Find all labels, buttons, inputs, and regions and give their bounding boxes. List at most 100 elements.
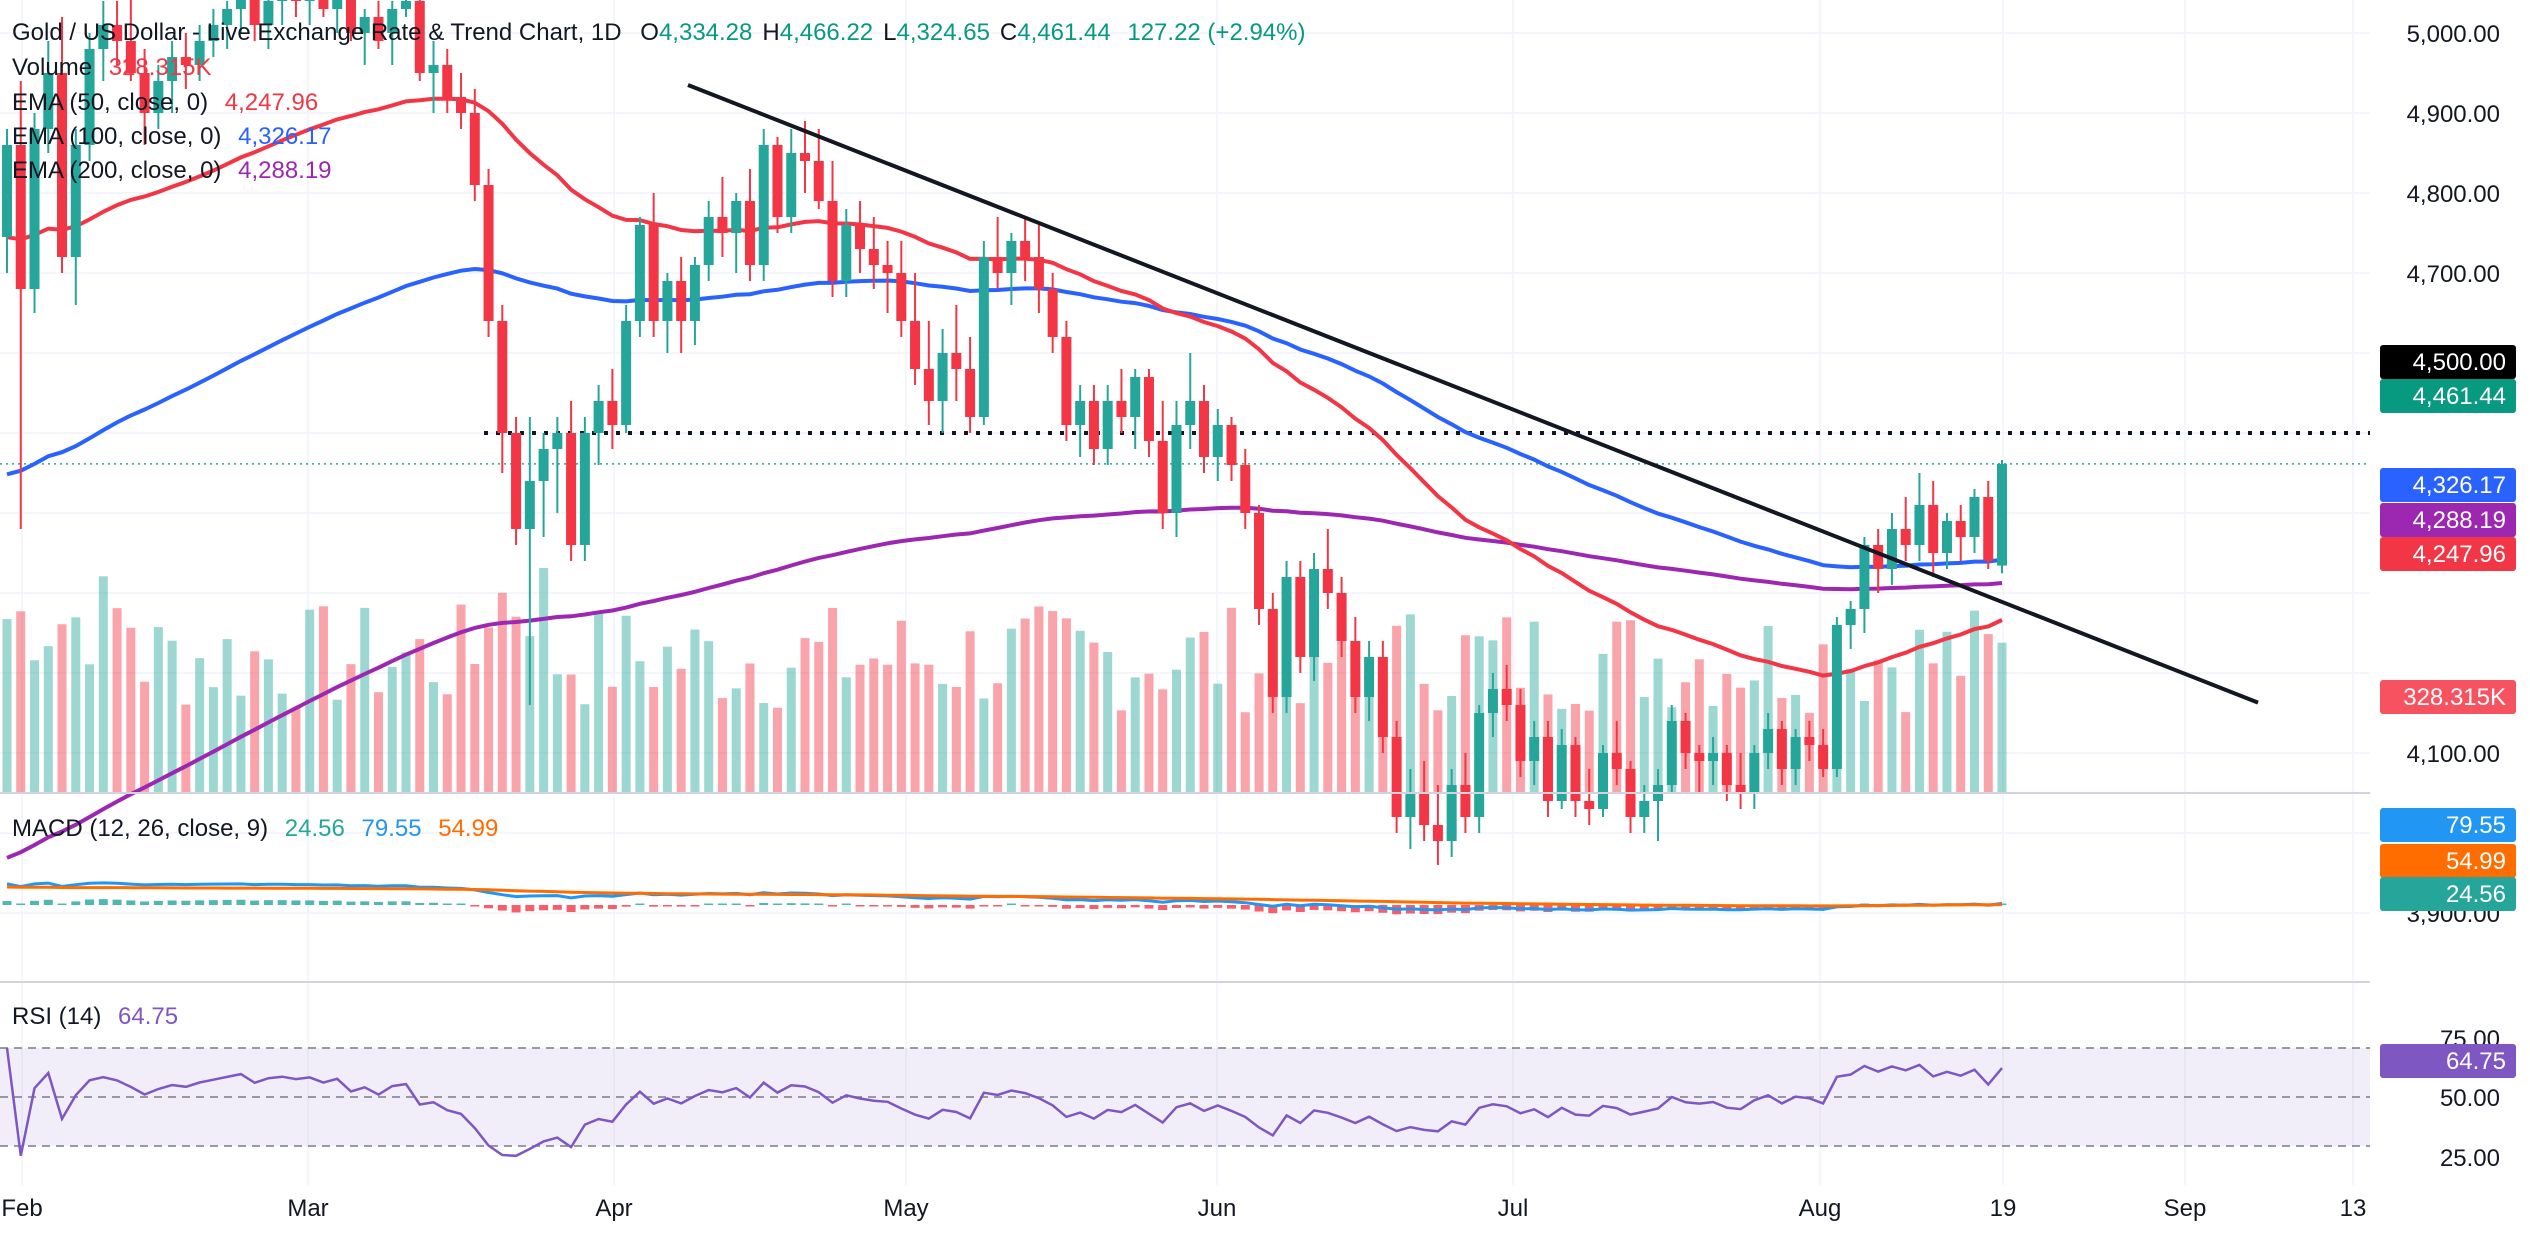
candle-body: [676, 281, 687, 321]
candle-body: [648, 225, 659, 321]
macd-hist-bar: [85, 899, 95, 905]
volume-bar: [1295, 703, 1305, 793]
macd-hist-bar: [951, 905, 961, 908]
descending-trendline[interactable]: [687, 83, 2259, 705]
macd-hist-bar: [635, 903, 645, 905]
candle-body: [428, 65, 439, 73]
volume-bar: [1048, 611, 1058, 793]
ohlc-key-l: L: [883, 19, 896, 46]
candle-body: [1721, 753, 1732, 785]
ohlc-key-h: H: [762, 19, 779, 46]
candle-body: [1941, 521, 1952, 553]
macd-hist-bar: [346, 901, 356, 905]
macd-hist-bar: [1034, 905, 1044, 907]
volume-bar: [1612, 621, 1622, 793]
time-axis-label: Aug: [1799, 1195, 1842, 1222]
candle-body: [1322, 569, 1333, 593]
candle-body: [304, 0, 315, 1]
candle-body: [373, 17, 384, 41]
candle-body: [1914, 505, 1925, 545]
macd-hist-bar: [1144, 905, 1154, 909]
macd-hist-value: 24.56: [285, 815, 345, 842]
volume-bar: [1075, 630, 1085, 793]
ema50-value: 4,247.96: [225, 89, 318, 116]
volume-bar: [690, 629, 700, 793]
volume-bar: [1846, 668, 1856, 793]
macd-hist-bar: [497, 905, 507, 911]
candle-body: [1928, 505, 1939, 553]
candle-body: [1886, 529, 1897, 569]
macd-hist-bar: [415, 902, 425, 905]
volume-bar: [1639, 696, 1649, 793]
candle-body: [359, 17, 370, 33]
volume-bar: [607, 686, 617, 793]
volume-bar: [1034, 606, 1044, 793]
candle-body: [1983, 497, 1994, 561]
candle-body: [1666, 721, 1677, 785]
macd-hist-bar: [883, 905, 893, 907]
volume-bar: [1447, 696, 1457, 793]
candle-body: [855, 225, 866, 249]
candle-body: [1515, 705, 1526, 761]
macd-hist-bar: [786, 903, 796, 905]
volume-bar: [896, 620, 906, 793]
macd-hist-bar: [1736, 905, 1746, 911]
volume-bar: [1983, 634, 1993, 793]
ema-100-line: [6, 266, 2003, 570]
rsi-label: RSI (14): [12, 1003, 101, 1030]
volume-bar: [1969, 610, 1979, 793]
macd-label: MACD (12, 26, close, 9): [12, 815, 268, 842]
candle-body: [1377, 657, 1388, 737]
macd-hist-bar: [1061, 905, 1071, 909]
candle-body: [277, 0, 288, 1]
badge-rsi-bg: [2380, 1044, 2516, 1078]
candle-body: [1446, 785, 1457, 841]
candle-body: [1033, 257, 1044, 289]
candle-body: [125, 41, 136, 73]
candle-body: [456, 97, 467, 113]
candle-body: [1157, 441, 1168, 513]
candle-body: [84, 49, 95, 145]
candle-body: [827, 201, 838, 281]
candle-body: [579, 433, 590, 545]
macd-hist-bar: [470, 905, 480, 907]
macd-hist-bar: [181, 900, 191, 905]
candle-body: [1529, 737, 1540, 761]
candle-body: [1336, 593, 1347, 641]
volume-bar: [1337, 617, 1347, 793]
volume-bar: [1584, 710, 1594, 793]
candle-body: [1391, 737, 1402, 817]
volume-bar: [373, 692, 383, 793]
time-axis[interactable]: Feb Mar Apr May Jun Jul Aug 19 Sep 13: [1, 1195, 2366, 1222]
candle-body: [1900, 529, 1911, 545]
volume-bar: [1392, 625, 1402, 793]
volume-bar: [1914, 629, 1924, 793]
volume-bar: [1227, 607, 1237, 793]
macd-hist-bar: [1364, 905, 1374, 912]
macd-hist-bar: [1171, 905, 1181, 909]
candle-body: [1955, 521, 1966, 537]
volume-bar: [786, 667, 796, 793]
volume-bar: [1364, 661, 1374, 793]
badge-level-bg: [2380, 345, 2516, 379]
badge-close: 4,461.44: [2413, 383, 2506, 410]
volume-bar: [759, 703, 769, 793]
macd-hist-bar: [1130, 905, 1140, 908]
candle-body: [263, 1, 274, 25]
candle-body: [1460, 785, 1471, 817]
time-axis-label: May: [883, 1195, 928, 1222]
macd-hist-bar: [676, 905, 686, 907]
macd-hist-bar: [772, 903, 782, 905]
macd-hist-bar: [759, 902, 769, 905]
volume-bar: [1749, 680, 1759, 793]
svg-text:EMA (200, close, 0) 4,28: EMA (200, close, 0) 4,288.19: [12, 157, 332, 184]
volume-bar: [580, 704, 590, 793]
candle-body: [29, 129, 40, 289]
macd-hist-bar: [222, 899, 232, 905]
candle-body: [538, 449, 549, 481]
macd-hist-bar: [1337, 905, 1347, 912]
volume-bar: [910, 663, 920, 793]
volume-bar: [1158, 689, 1168, 793]
volume-bar: [1323, 662, 1333, 793]
